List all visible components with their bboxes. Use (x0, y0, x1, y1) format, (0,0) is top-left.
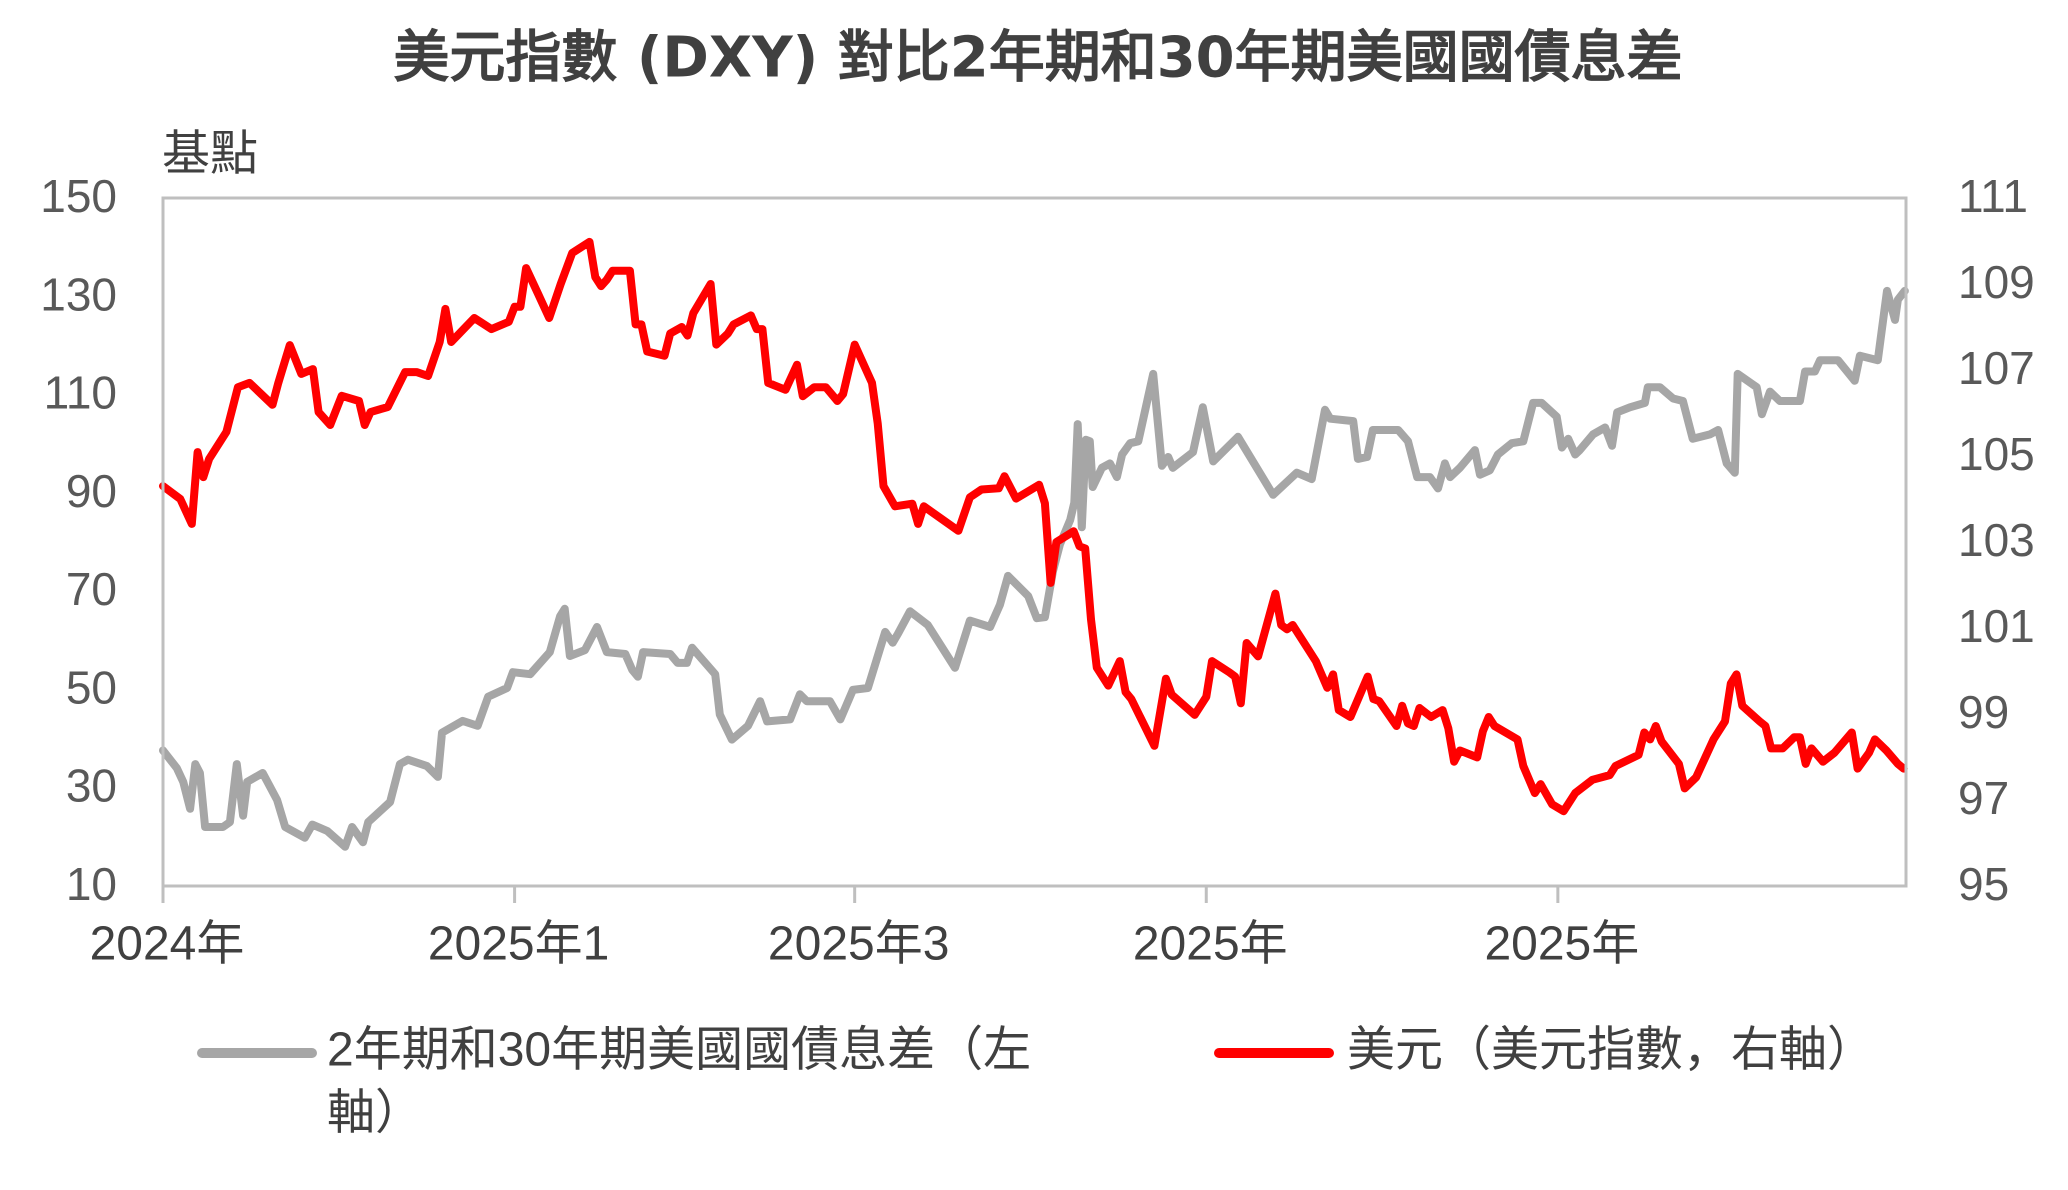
x-tick-label: 2025年1 (428, 918, 609, 971)
y-axis-right: 111 109 107 105 103 101 99 97 95 (1958, 170, 2035, 910)
y-axis-left: 150 130 110 90 70 50 30 10 (40, 170, 117, 910)
y-right-tick-label: 111 (1958, 170, 2028, 222)
x-axis: 2024年 2025年1 2025年3 2025年 2025年 (90, 886, 1639, 971)
plot-area: 2024年 2025年1 2025年3 2025年 2025年 150 130 110 90 7… (40, 170, 2035, 971)
series-layer (159, 237, 1909, 851)
y-left-tick-label: 130 (40, 268, 117, 320)
y-left-tick-label: 70 (66, 563, 117, 615)
y-left-tick-label: 50 (66, 661, 117, 713)
legend-label-spread-line-2: 軸） (327, 1087, 423, 1140)
y-right-tick-label: 95 (1958, 858, 2009, 910)
chart-title: 美元指數 (DXY) 對比2年期和30年期美國國債息差 (393, 26, 1682, 91)
legend-label-spread-line-1: 2年期和30年期美國國債息差（左 (327, 1024, 1031, 1077)
y-right-tick-label: 109 (1958, 256, 2035, 308)
y-left-tick-label: 10 (66, 858, 117, 910)
y-right-tick-label: 101 (1958, 600, 2035, 652)
y-left-tick-label: 110 (44, 367, 117, 419)
y-left-tick-label: 150 (40, 170, 117, 222)
x-tick-label: 2024年 (90, 918, 245, 971)
x-tick-label: 2025年 (1484, 918, 1639, 971)
legend: 2年期和30年期美國國債息差（左 軸） 美元（美元指數，右軸） (197, 1024, 1875, 1140)
x-tick-label: 2025年3 (768, 918, 949, 971)
x-tick-label: 2025年 (1133, 918, 1288, 971)
legend-label-dxy: 美元（美元指數，右軸） (1347, 1024, 1875, 1077)
y-left-axis-unit: 基點 (162, 128, 258, 181)
y-right-tick-label: 105 (1958, 428, 2035, 480)
series-line-dxy (159, 237, 1908, 816)
y-right-tick-label: 99 (1958, 686, 2009, 738)
y-right-tick-label: 97 (1958, 772, 2009, 824)
legend-item-dxy: 美元（美元指數，右軸） (1214, 1024, 1875, 1077)
y-right-tick-label: 103 (1958, 514, 2035, 566)
legend-item-spread: 2年期和30年期美國國債息差（左 軸） (197, 1024, 1031, 1140)
series-line-spread (159, 286, 1909, 851)
y-left-tick-label: 30 (66, 760, 117, 812)
y-left-tick-label: 90 (66, 465, 117, 517)
plot-frame (161, 196, 1908, 888)
y-right-tick-label: 107 (1958, 342, 2035, 394)
